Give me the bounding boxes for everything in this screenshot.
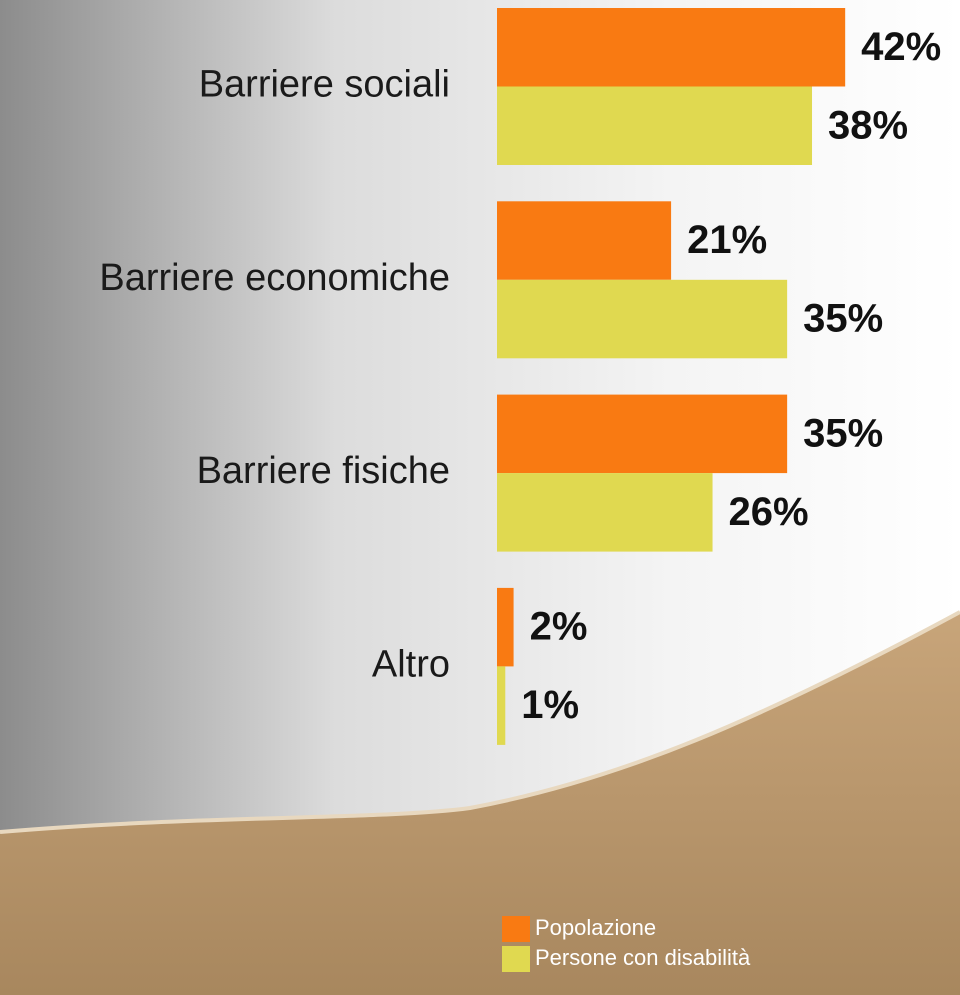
category-label: Barriere economiche <box>99 257 450 299</box>
value-label: 21% <box>687 218 767 262</box>
value-label: 35% <box>803 297 883 341</box>
cardboard-edge <box>0 610 960 834</box>
bar <box>497 8 846 87</box>
category-label: Barriere fisiche <box>197 450 450 492</box>
bar <box>497 587 514 667</box>
category-label: Altro <box>372 643 450 685</box>
plot: Barriere sociali 42% 38% Barriere economich… <box>99 8 941 972</box>
cardboard <box>0 612 960 995</box>
bar <box>497 473 713 552</box>
category-label: Barriere sociali <box>199 64 450 106</box>
legend-label: Popolazione <box>535 915 656 940</box>
value-label: 1% <box>521 683 579 727</box>
value-label: 2% <box>530 605 588 649</box>
bar <box>497 279 788 359</box>
legend-swatch <box>502 946 530 972</box>
value-label: 26% <box>729 490 809 534</box>
value-label: 42% <box>861 25 941 69</box>
bar <box>497 86 813 165</box>
bar <box>497 666 506 745</box>
legend-label: Persone con disabilità <box>535 945 751 970</box>
bar <box>497 201 672 280</box>
value-label: 38% <box>828 103 908 147</box>
bar <box>497 394 788 474</box>
value-label: 35% <box>803 411 883 455</box>
legend-swatch <box>502 916 530 942</box>
